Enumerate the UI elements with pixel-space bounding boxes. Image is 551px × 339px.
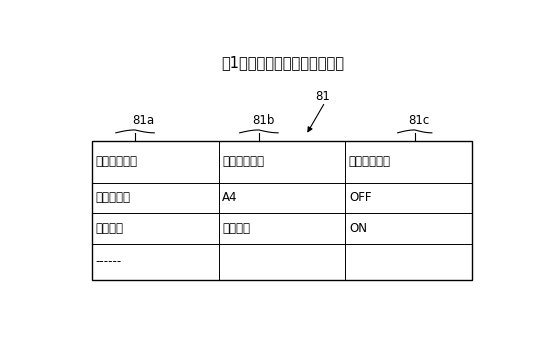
Bar — [93, 141, 472, 280]
Text: 図1中の印刷設定情報ファイル: 図1中の印刷設定情報ファイル — [221, 55, 344, 70]
Text: 81: 81 — [316, 90, 331, 103]
Text: 両面印刷: 両面印刷 — [96, 222, 124, 235]
Text: A4: A4 — [223, 192, 238, 204]
Text: 81a: 81a — [133, 114, 155, 127]
Text: OFF: OFF — [349, 192, 371, 204]
Text: 印刷設定項目: 印刷設定項目 — [96, 155, 138, 168]
Text: 長辺とじ: 長辺とじ — [223, 222, 250, 235]
Text: ------: ------ — [96, 255, 122, 268]
Text: 用紙サイズ: 用紙サイズ — [96, 192, 131, 204]
Text: ON: ON — [349, 222, 367, 235]
Text: 81b: 81b — [252, 114, 274, 127]
Text: 81c: 81c — [408, 114, 430, 127]
Text: デフォルト値: デフォルト値 — [223, 155, 264, 168]
Text: 固定値フラグ: 固定値フラグ — [349, 155, 391, 168]
